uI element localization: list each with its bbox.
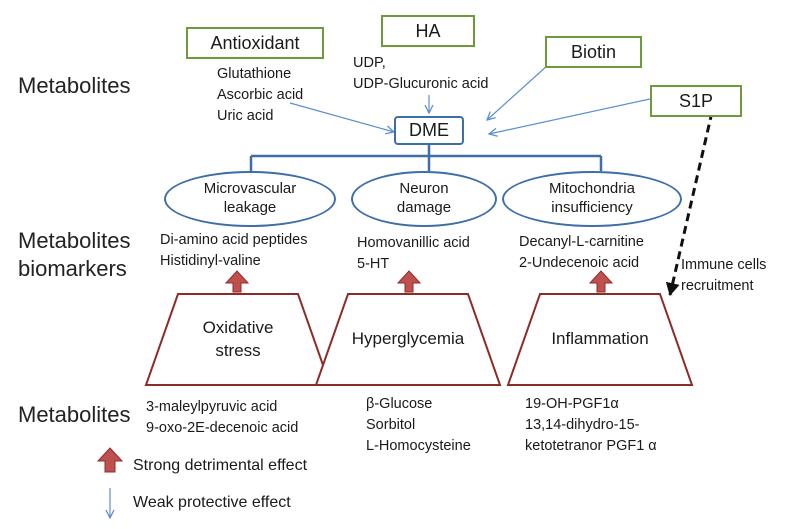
ha-item: UDP, [353, 55, 386, 71]
outcome-mitochondria-insufficiency: Mitochondria insufficiency [502, 171, 682, 227]
ha-box: HA [381, 15, 475, 47]
cause-metabolite-item: 3-maleylpyruvic acid [146, 399, 278, 415]
hyperglycemia-metabolite-list: β-Glucose Sorbitol L-Homocysteine [366, 394, 471, 457]
neuron-biomarker-list: Homovanillic acid 5-HT [357, 233, 470, 275]
immune-label-line: recruitment [681, 278, 754, 295]
dme-label: DME [409, 120, 449, 140]
hyperglycemia-up-arrow [396, 270, 422, 293]
cause-metabolite-item: Sorbitol [366, 417, 416, 434]
cause-label: Inflammation [551, 329, 649, 349]
outcome-label: leakage [223, 199, 277, 216]
cause-label: stress [215, 340, 261, 360]
dme-node: DME [394, 116, 464, 145]
outcome-label: Mitochondria [549, 180, 635, 198]
outcome-neuron-damage: Neuron damage [351, 171, 497, 227]
ha-metabolite-list: UDP, UDP-Glucuronic acid [353, 53, 488, 95]
antioxidant-arrow [289, 102, 394, 132]
ha-label: HA [415, 21, 441, 41]
s1p-label: S1P [678, 91, 714, 111]
biomarker-item: Di-amino acid peptides [160, 232, 308, 248]
hyperglycemia-shape [314, 293, 502, 386]
biotin-box: Biotin [545, 36, 642, 68]
cause-metabolite-item: 19-OH-PGF1α [525, 396, 619, 412]
cause-metabolite-item: ketotetranor PGF1 α [525, 438, 657, 455]
section-label-biomarkers-line2: biomarkers [18, 256, 127, 281]
outcome-label: Neuron [399, 180, 449, 198]
cause-label: Oxidative [202, 317, 274, 337]
mitochondria-biomarker-list: Decanyl-L-carnitine 2-Undecenoic acid [519, 232, 644, 274]
inflammation-shape [506, 293, 694, 386]
inflammation-label: Inflammation [508, 294, 692, 385]
cause-metabolite-item: β-Glucose [366, 396, 433, 412]
oxidative-stress-label: Oxidative stress [146, 294, 330, 385]
s1p-dashed-arrow [665, 111, 714, 296]
dme-tree-connector [249, 145, 603, 171]
cause-label: Hyperglycemia [351, 329, 465, 349]
biomarker-item: 2-Undecenoic acid [519, 255, 640, 272]
antioxidant-box: Antioxidant [186, 27, 324, 59]
antioxidant-item: Ascorbic acid [217, 87, 304, 104]
oxidative-metabolite-list: 3-maleylpyruvic acid 9-oxo-2E-decenoic a… [146, 397, 298, 439]
s1p-box: S1P [650, 85, 742, 117]
antioxidant-item: Uric acid [217, 108, 274, 125]
immune-recruitment-label: Immune cells recruitment [681, 255, 766, 297]
section-label-biomarkers-line1: Metabolites [18, 228, 131, 253]
outcome-label: Microvascular [203, 180, 297, 198]
biomarker-item: Decanyl-L-carnitine [519, 234, 644, 250]
biomarker-item: Homovanillic acid [357, 235, 470, 251]
biomarker-item: Histidinyl-valine [160, 253, 261, 270]
hyperglycemia-label: Hyperglycemia [316, 294, 500, 385]
immune-label-line: Immune cells [681, 257, 767, 273]
legend-strong-label: Strong detrimental effect [133, 457, 308, 474]
legend-weak-label: Weak protective effect [133, 494, 291, 511]
ha-item: UDP-Glucuronic acid [353, 76, 489, 93]
biotin-label: Biotin [570, 42, 617, 62]
cause-metabolite-item: 13,14-dihydro-15- [525, 417, 640, 434]
antioxidant-metabolite-list: Glutathione Ascorbic acid Uric acid [217, 64, 303, 127]
biomarker-item: 5-HT [357, 256, 390, 273]
outcome-microvascular-leakage: Microvascular leakage [164, 171, 336, 227]
outcome-label: damage [396, 199, 452, 216]
biotin-arrow [487, 64, 549, 120]
antioxidant-label: Antioxidant [210, 33, 300, 53]
antioxidant-item: Glutathione [217, 66, 292, 82]
cause-metabolite-item: L-Homocysteine [366, 438, 471, 455]
s1p-arrow [489, 98, 651, 134]
cause-metabolite-item: 9-oxo-2E-decenoic acid [146, 420, 299, 437]
inflammation-metabolite-list: 19-OH-PGF1α 13,14-dihydro-15- ketotetran… [525, 394, 657, 457]
section-label-metabolites-bottom: Metabolites [18, 402, 131, 427]
legend-strong-arrow-icon [96, 447, 124, 473]
oxidative-up-arrow [224, 270, 250, 293]
outcome-label: insufficiency [551, 199, 633, 216]
inflammation-up-arrow [588, 270, 614, 293]
section-label-metabolites-top: Metabolites [18, 73, 131, 98]
microvascular-biomarker-list: Di-amino acid peptides Histidinyl-valine [160, 230, 308, 272]
